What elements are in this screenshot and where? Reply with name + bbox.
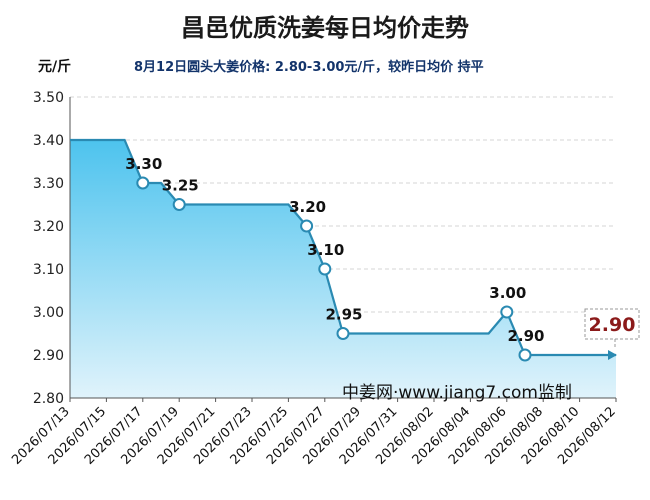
y-tick-label: 3.00 [33, 305, 64, 321]
line-end-arrow [608, 350, 617, 360]
price-subtitle: 8月12日圆头大姜价格: 2.80-3.00元/斤，较昨日均价 持平 [134, 60, 484, 75]
data-point-marker [136, 176, 150, 190]
data-point-marker [300, 219, 314, 233]
data-label: 2.95 [325, 306, 362, 324]
y-tick-label: 3.30 [33, 176, 64, 192]
y-tick-label: 3.20 [33, 219, 64, 235]
data-label: 3.20 [289, 198, 326, 216]
y-tick-label: 2.90 [33, 348, 64, 364]
y-tick-label: 3.40 [33, 133, 64, 149]
data-point-marker [518, 348, 532, 362]
data-point-marker [172, 198, 186, 211]
data-label: 3.10 [307, 241, 344, 259]
watermark: 中姜网·www.jiang7.com监制 [342, 383, 572, 403]
data-label: 3.30 [125, 155, 162, 173]
y-unit-label: 元/斤 [38, 59, 72, 75]
y-tick-label: 3.10 [33, 262, 64, 278]
data-label: 2.90 [507, 327, 544, 345]
chart-title: 昌邑优质洗姜每日均价走势 [181, 14, 469, 42]
data-point-marker [336, 327, 350, 340]
y-tick-label: 2.80 [33, 391, 64, 407]
data-label: 3.00 [489, 284, 526, 302]
data-point-marker [500, 305, 514, 319]
last-value-box [584, 308, 640, 340]
y-tick-label: 3.50 [33, 90, 64, 106]
data-label: 3.25 [162, 177, 199, 195]
data-point-marker [318, 262, 332, 276]
last-value-label: 2.90 [589, 314, 636, 336]
